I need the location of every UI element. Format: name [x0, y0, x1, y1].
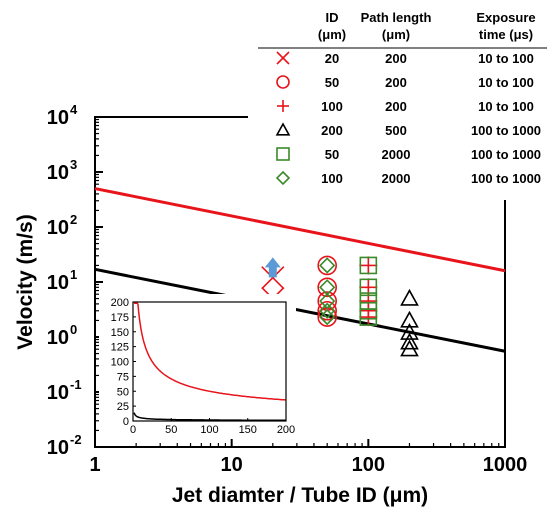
legend-cell: 2000: [382, 147, 411, 162]
legend-cell: 2000: [382, 171, 411, 186]
y-tick-exponent: -1: [70, 377, 82, 392]
x-tick-label: 1000: [483, 454, 528, 476]
legend-cell: 20: [325, 51, 339, 66]
inset-y-tick-label: 175: [111, 312, 129, 324]
inset-y-tick-label: 0: [123, 416, 129, 428]
circle-marker: [317, 277, 337, 298]
legend-square-marker: [276, 147, 290, 161]
legend-header: (μm): [382, 27, 410, 42]
y-tick-exponent: 0: [70, 322, 77, 337]
x-marker: [261, 266, 285, 290]
legend-x-marker: [276, 51, 290, 65]
legend-cell: 50: [325, 147, 339, 162]
triangle-marker: [400, 322, 419, 340]
x-axis-ticks: 1 10 100 1000: [89, 439, 527, 476]
legend-cell: 10 to 100: [478, 51, 534, 66]
legend-header: time (μs): [479, 27, 533, 42]
inset-curve: [134, 302, 286, 401]
y-tick-label: 10: [47, 327, 69, 349]
y-tick-label: 10: [47, 162, 69, 184]
y-tick-label: 10: [47, 272, 69, 294]
circle-marker: [317, 300, 337, 321]
inset-y-tick-label: 25: [117, 401, 129, 413]
x-axis-title: Jet diamter / Tube ID (μm): [172, 484, 428, 507]
inset-y-tick-label: 200: [111, 297, 129, 309]
legend-cell: 100 to 1000: [471, 171, 541, 186]
diamond-marker: [319, 302, 336, 319]
legend-triangle-marker: [275, 122, 291, 136]
diamond-marker: [319, 292, 336, 310]
diamond-marker: [319, 308, 336, 326]
legend-cell: 100: [321, 99, 343, 114]
circle-marker: [317, 255, 337, 276]
y-tick-exponent: 3: [70, 157, 77, 172]
trend-line: [94, 267, 506, 353]
legend-cell: 100 to 1000: [471, 123, 541, 138]
legend-diamond-marker: [275, 170, 291, 186]
legend-cell: 100 to 1000: [471, 147, 541, 162]
inset-x-tick-label: 50: [165, 424, 177, 436]
x-stroke: [261, 266, 285, 290]
y-tick-label: 10: [47, 217, 69, 239]
inset-y-tick-label: 150: [111, 327, 129, 339]
legend-cell: 200: [321, 123, 343, 138]
inset-y-tick-label: 100: [111, 357, 129, 369]
legend-cell: 200: [385, 51, 407, 66]
triangle-marker: [400, 339, 419, 357]
inset-x-tick-label: 200: [277, 424, 295, 436]
x-tick-label: 100: [352, 454, 385, 476]
diamond-marker: [319, 257, 336, 274]
triangle-marker: [400, 288, 419, 306]
legend-cell: 500: [385, 123, 407, 138]
legend-plus-marker: [277, 100, 289, 112]
inset-x-tick-label: 150: [239, 424, 257, 436]
legend-background: [248, 0, 547, 200]
y-tick-exponent: -2: [70, 432, 82, 447]
legend-header: Path length: [361, 10, 432, 25]
trend-line: [94, 187, 506, 273]
legend-cell: 200: [385, 99, 407, 114]
square-marker: [359, 308, 378, 326]
x-tick-label: 10: [221, 454, 243, 476]
inset-x-tick-label: 100: [200, 424, 218, 436]
triangle-marker: [400, 332, 419, 350]
x-tick-label: 1: [89, 454, 100, 476]
legend-table: ID (μm) Path length (μm) Exposure time (μs) 20…: [248, 0, 547, 200]
plus-marker: [359, 256, 378, 275]
inset-background: [99, 294, 296, 439]
legend-cell: 200: [385, 75, 407, 90]
legend-cell: 100: [321, 171, 343, 186]
y-tick-label: 10: [47, 437, 69, 459]
trend-lines: [94, 187, 506, 353]
arrow-shape: [264, 257, 281, 278]
legend-cell: 10 to 100: [478, 75, 534, 90]
square-marker: [359, 278, 378, 297]
inset-x-tick-label: 0: [130, 424, 136, 436]
up-arrow: [264, 257, 281, 278]
legend-cell: 50: [325, 75, 339, 90]
legend-circle-marker: [276, 75, 290, 89]
legend-header: Exposure: [476, 10, 535, 25]
x-stroke: [276, 51, 290, 65]
legend-cell: 10 to 100: [478, 99, 534, 114]
y-tick-exponent: 4: [70, 102, 78, 117]
y-tick-label: 10: [47, 107, 69, 129]
y-tick-exponent: 1: [70, 267, 77, 282]
inset-curve: [133, 412, 286, 422]
legend-header: (μm): [318, 27, 346, 42]
y-axis-title: Velocity (m/s): [14, 214, 37, 349]
legend-header: ID: [326, 10, 339, 25]
square-marker: [359, 256, 378, 275]
inset-y-tick-label: 50: [117, 386, 129, 398]
triangle-marker: [400, 310, 419, 328]
plus-marker: [359, 308, 378, 327]
inset-y-tick-label: 125: [111, 342, 129, 354]
inset-y-tick-label: 75: [117, 371, 129, 383]
y-tick-exponent: 2: [70, 212, 77, 227]
y-tick-label: 10: [47, 382, 69, 404]
